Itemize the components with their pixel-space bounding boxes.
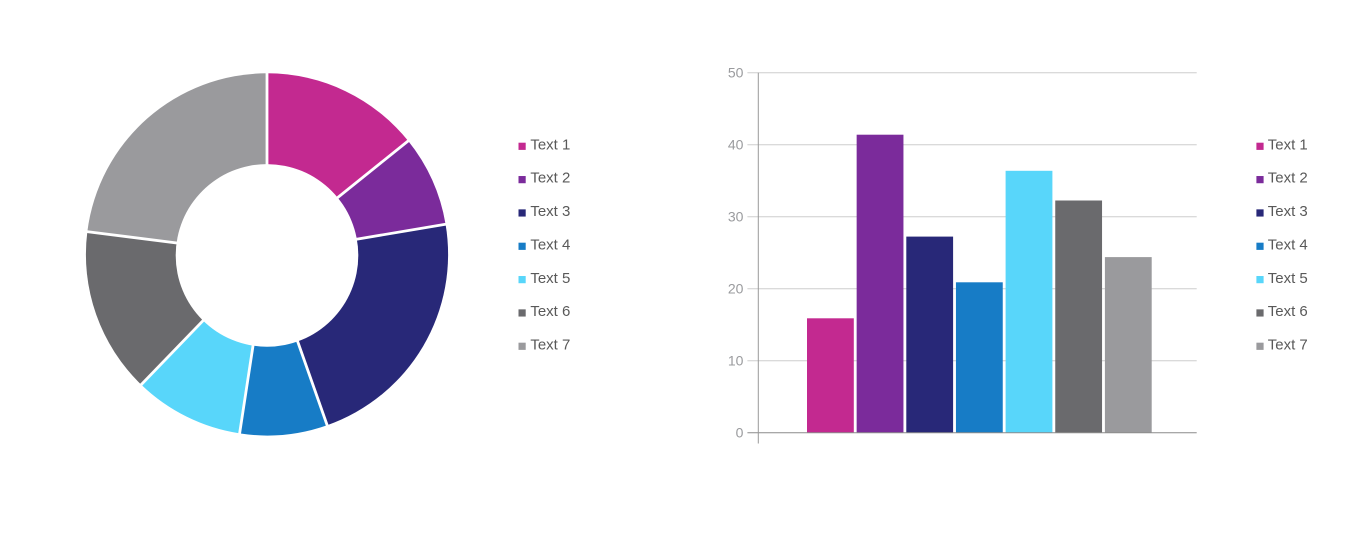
svg-text:Text 3: Text 3 [530,203,570,220]
svg-text:Text 2: Text 2 [1268,170,1308,187]
svg-text:Text 2: Text 2 [530,170,570,187]
svg-text:Text 1: Text 1 [1268,136,1308,153]
svg-text:10: 10 [728,353,744,369]
svg-text:Text 6: Text 6 [1268,303,1308,320]
svg-text:Text 4: Text 4 [1268,236,1308,253]
svg-text:Text 3: Text 3 [1268,203,1308,220]
svg-text:20: 20 [728,281,744,297]
svg-text:Text 7: Text 7 [1268,337,1308,354]
svg-text:Text 6: Text 6 [530,303,570,320]
svg-text:Text 5: Text 5 [1268,270,1308,287]
svg-text:50: 50 [728,65,744,81]
svg-text:Text 4: Text 4 [530,236,570,253]
svg-text:Text 1: Text 1 [530,136,570,153]
svg-text:40: 40 [728,137,744,153]
svg-text:Text 5: Text 5 [530,270,570,287]
svg-text:30: 30 [728,209,744,225]
svg-text:Text 7: Text 7 [530,337,570,354]
svg-text:0: 0 [736,425,744,441]
